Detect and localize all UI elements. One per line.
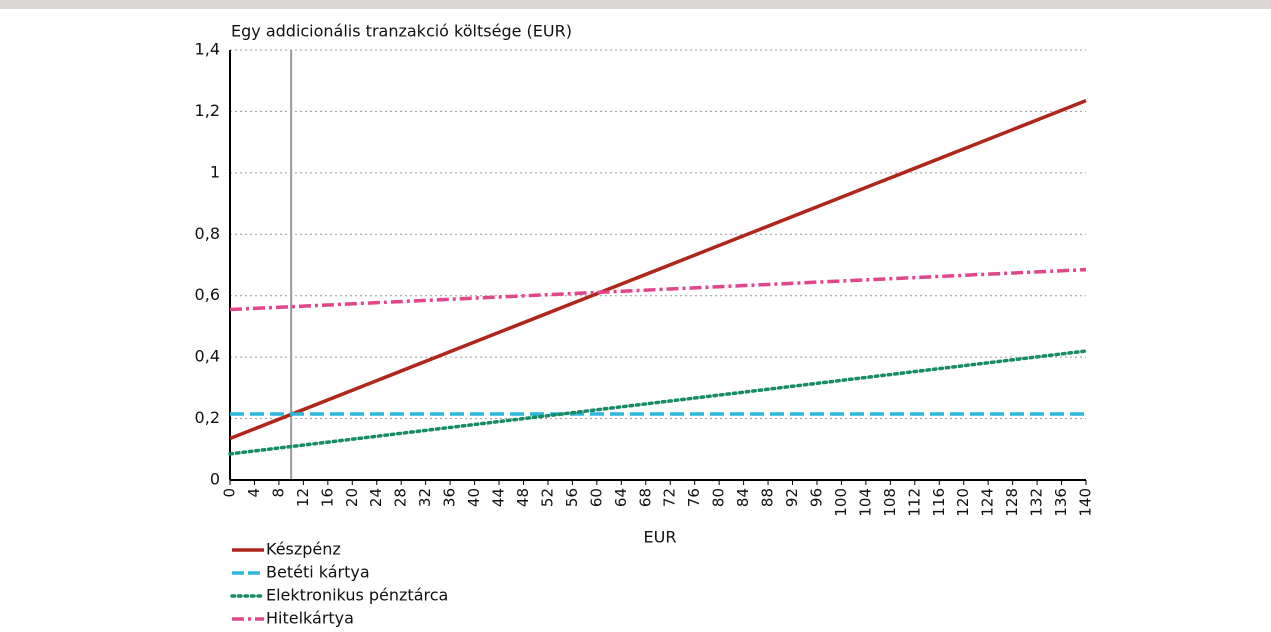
- legend-label: Készpénz: [266, 540, 341, 559]
- x-tick-label: 68: [636, 488, 654, 507]
- x-tick-label: 100: [832, 488, 850, 517]
- y-tick-label: 1,2: [195, 101, 220, 120]
- x-tick-label: 124: [979, 488, 997, 517]
- x-tick-label: 44: [490, 488, 508, 507]
- chart-title: Egy addicionális tranzakció költsége (EU…: [231, 22, 572, 41]
- x-tick-label: 80: [710, 488, 728, 507]
- x-tick-label: 12: [294, 488, 312, 507]
- x-axis-label: EUR: [644, 528, 677, 547]
- series-line: [229, 99, 1087, 441]
- x-tick-label: 92: [783, 488, 801, 507]
- x-tick-label: 16: [318, 488, 336, 507]
- x-tick-label: 84: [734, 488, 752, 507]
- series-line: [228, 349, 1088, 456]
- x-tick-label: 40: [465, 488, 483, 507]
- legend-label: Hitelkártya: [266, 609, 354, 628]
- y-tick-label: 1: [210, 162, 220, 181]
- y-tick-label: 0,6: [195, 285, 220, 304]
- x-tick-label: 108: [881, 488, 899, 517]
- x-tick-label: 104: [856, 488, 874, 517]
- y-tick-label: 0,4: [195, 347, 220, 366]
- y-tick-label: 1,4: [195, 40, 220, 59]
- x-tick-label: 88: [759, 488, 777, 507]
- x-tick-label: 28: [392, 488, 410, 507]
- legend-label: Elektronikus pénztárca: [266, 586, 448, 605]
- x-tick-label: 48: [514, 488, 532, 507]
- x-tick-label: 20: [343, 488, 361, 507]
- x-tick-label: 64: [612, 488, 630, 507]
- x-tick-label: 32: [416, 488, 434, 507]
- x-tick-label: 132: [1028, 488, 1046, 517]
- x-tick-label: 8: [269, 488, 287, 498]
- x-tick-label: 52: [538, 488, 556, 507]
- x-tick-label: 72: [661, 488, 679, 507]
- x-tick-label: 128: [1003, 488, 1021, 517]
- series-line: [229, 267, 1087, 312]
- x-tick-label: 76: [685, 488, 703, 507]
- x-tick-label: 24: [367, 488, 385, 507]
- x-tick-label: 140: [1077, 488, 1095, 517]
- y-tick-label: 0: [210, 470, 220, 489]
- x-tick-label: 120: [954, 488, 972, 517]
- x-tick-label: 116: [930, 488, 948, 517]
- y-tick-label: 0,8: [195, 224, 220, 243]
- x-tick-label: 96: [807, 488, 825, 507]
- x-tick-label: 36: [441, 488, 459, 507]
- x-tick-label: 0: [221, 488, 239, 498]
- x-tick-label: 56: [563, 488, 581, 507]
- x-tick-label: 136: [1052, 488, 1070, 517]
- top-bar: [0, 0, 1271, 9]
- x-tick-label: 112: [905, 488, 923, 517]
- legend-label: Betéti kártya: [266, 563, 370, 582]
- x-tick-label: 60: [587, 488, 605, 507]
- x-tick-label: 4: [245, 488, 263, 498]
- y-tick-label: 0,2: [195, 408, 220, 427]
